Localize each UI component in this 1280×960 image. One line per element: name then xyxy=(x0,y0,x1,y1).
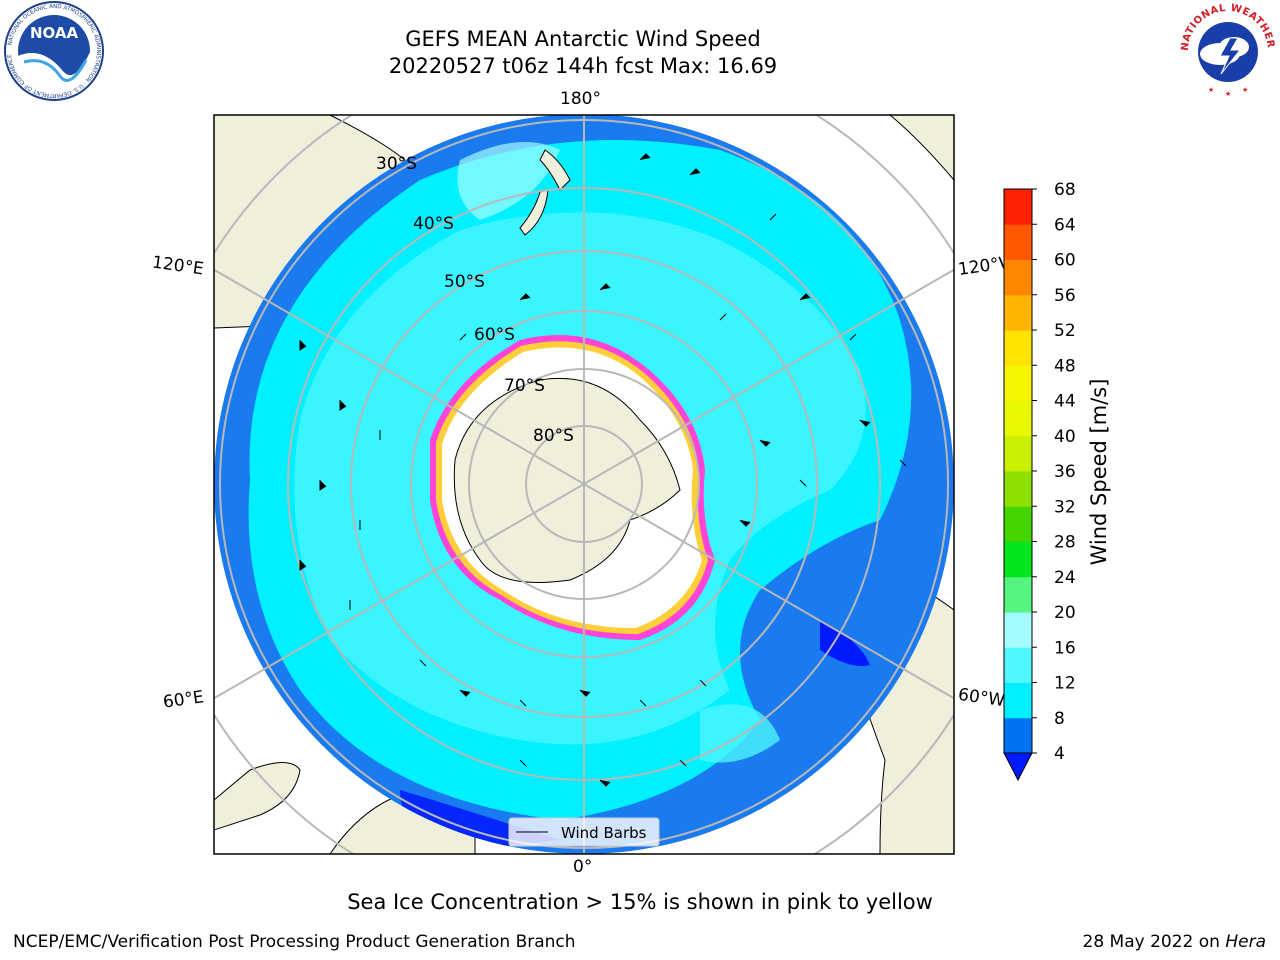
colorbar-tick-label: 8 xyxy=(1054,709,1065,729)
pacific-land xyxy=(889,115,954,181)
colorbar-tick-label: 68 xyxy=(1054,180,1076,200)
colorbar-label: Wind Speed [m/s] xyxy=(1087,379,1111,566)
svg-text:★: ★ xyxy=(1208,86,1214,94)
new-zealand-land xyxy=(519,149,571,236)
wind-16-20-zone xyxy=(457,142,560,220)
colorbar-tick-label: 44 xyxy=(1054,392,1076,412)
colorbar-tick-label: 52 xyxy=(1054,321,1076,341)
map-title: GEFS MEAN Antarctic Wind Speed xyxy=(405,27,761,51)
colorbar-tick-label: 60 xyxy=(1054,251,1076,271)
colorbar-segment xyxy=(1004,576,1032,613)
colorbar-segment xyxy=(1004,682,1032,719)
colorbar-tick-label: 56 xyxy=(1054,286,1076,306)
colorbar-tick-label: 64 xyxy=(1054,215,1076,235)
colorbar-tick-label: 28 xyxy=(1054,533,1076,553)
colorbar-tick-label: 32 xyxy=(1054,497,1076,517)
colorbar-segment xyxy=(1004,471,1032,507)
lat-label-50s: 50°S xyxy=(444,272,485,292)
colorbar-segment xyxy=(1004,224,1032,260)
sea-ice-caption: Sea Ice Concentration > 15% is shown in … xyxy=(347,890,933,914)
colorbar-tick-label: 48 xyxy=(1054,356,1076,376)
footer-date: 28 May 2022 on Hera xyxy=(1082,932,1267,952)
colorbar-segment xyxy=(1004,647,1032,683)
colorbar-segment xyxy=(1004,259,1032,296)
wind-barbs xyxy=(299,153,907,787)
lat-label-80s: 80°S xyxy=(533,426,574,446)
legend-label: Wind Barbs xyxy=(561,824,647,842)
lon-label-bottom: 0° xyxy=(573,857,593,877)
svg-text:NOAA: NOAA xyxy=(30,24,79,42)
lat-label-60s: 60°S xyxy=(474,325,515,345)
colorbar-tick-label: 40 xyxy=(1054,427,1076,447)
graticule xyxy=(214,115,954,854)
map-subtitle: 20220527 t06z 144h fcst Max: 16.69 xyxy=(388,54,778,78)
colorbar-segment xyxy=(1004,717,1032,754)
lat-label-40s: 40°S xyxy=(413,214,454,234)
colorbar-tick-label: 24 xyxy=(1054,568,1076,588)
lat-label-70s: 70°S xyxy=(504,376,545,396)
footer-host: Hera xyxy=(1225,932,1266,952)
colorbar-segment xyxy=(1004,435,1032,472)
colorbar-tick-label: 36 xyxy=(1054,462,1076,482)
colorbar-segment xyxy=(1004,365,1032,401)
antarctica-land xyxy=(453,377,681,583)
colorbar-tick-label: 4 xyxy=(1054,744,1065,764)
colorbar-segment xyxy=(1004,330,1032,366)
colorbar-under-arrow xyxy=(1003,752,1033,782)
svg-text:★: ★ xyxy=(1242,86,1248,94)
colorbar-segment xyxy=(1004,400,1032,437)
colorbar-tick-label: 20 xyxy=(1054,603,1076,623)
colorbar-segment xyxy=(1004,506,1032,542)
lat-label-30s: 30°S xyxy=(376,154,417,174)
lon-label-top: 180° xyxy=(560,89,601,109)
svg-text:★: ★ xyxy=(1225,90,1231,98)
map-frame xyxy=(213,114,955,855)
noaa-logo: NOAA NATIONAL OCEANIC AND ATMOSPHERIC AD… xyxy=(4,1,104,101)
wind-barb-legend: Wind Barbs xyxy=(508,817,660,847)
colorbar-segment xyxy=(1004,189,1032,225)
national-weather-service-logo: NATIONAL WEATHER SERVICE ★ ★ ★ xyxy=(1176,2,1276,98)
colorbar-segment xyxy=(1004,294,1032,331)
colorbar-tick-label: 12 xyxy=(1054,674,1076,694)
colorbar-tick-label: 16 xyxy=(1054,638,1076,658)
footer-branch: NCEP/EMC/Verification Post Processing Pr… xyxy=(13,932,576,952)
madagascar-land xyxy=(214,762,301,831)
colorbar-segment xyxy=(1004,612,1032,648)
colorbar-segment xyxy=(1004,541,1032,578)
